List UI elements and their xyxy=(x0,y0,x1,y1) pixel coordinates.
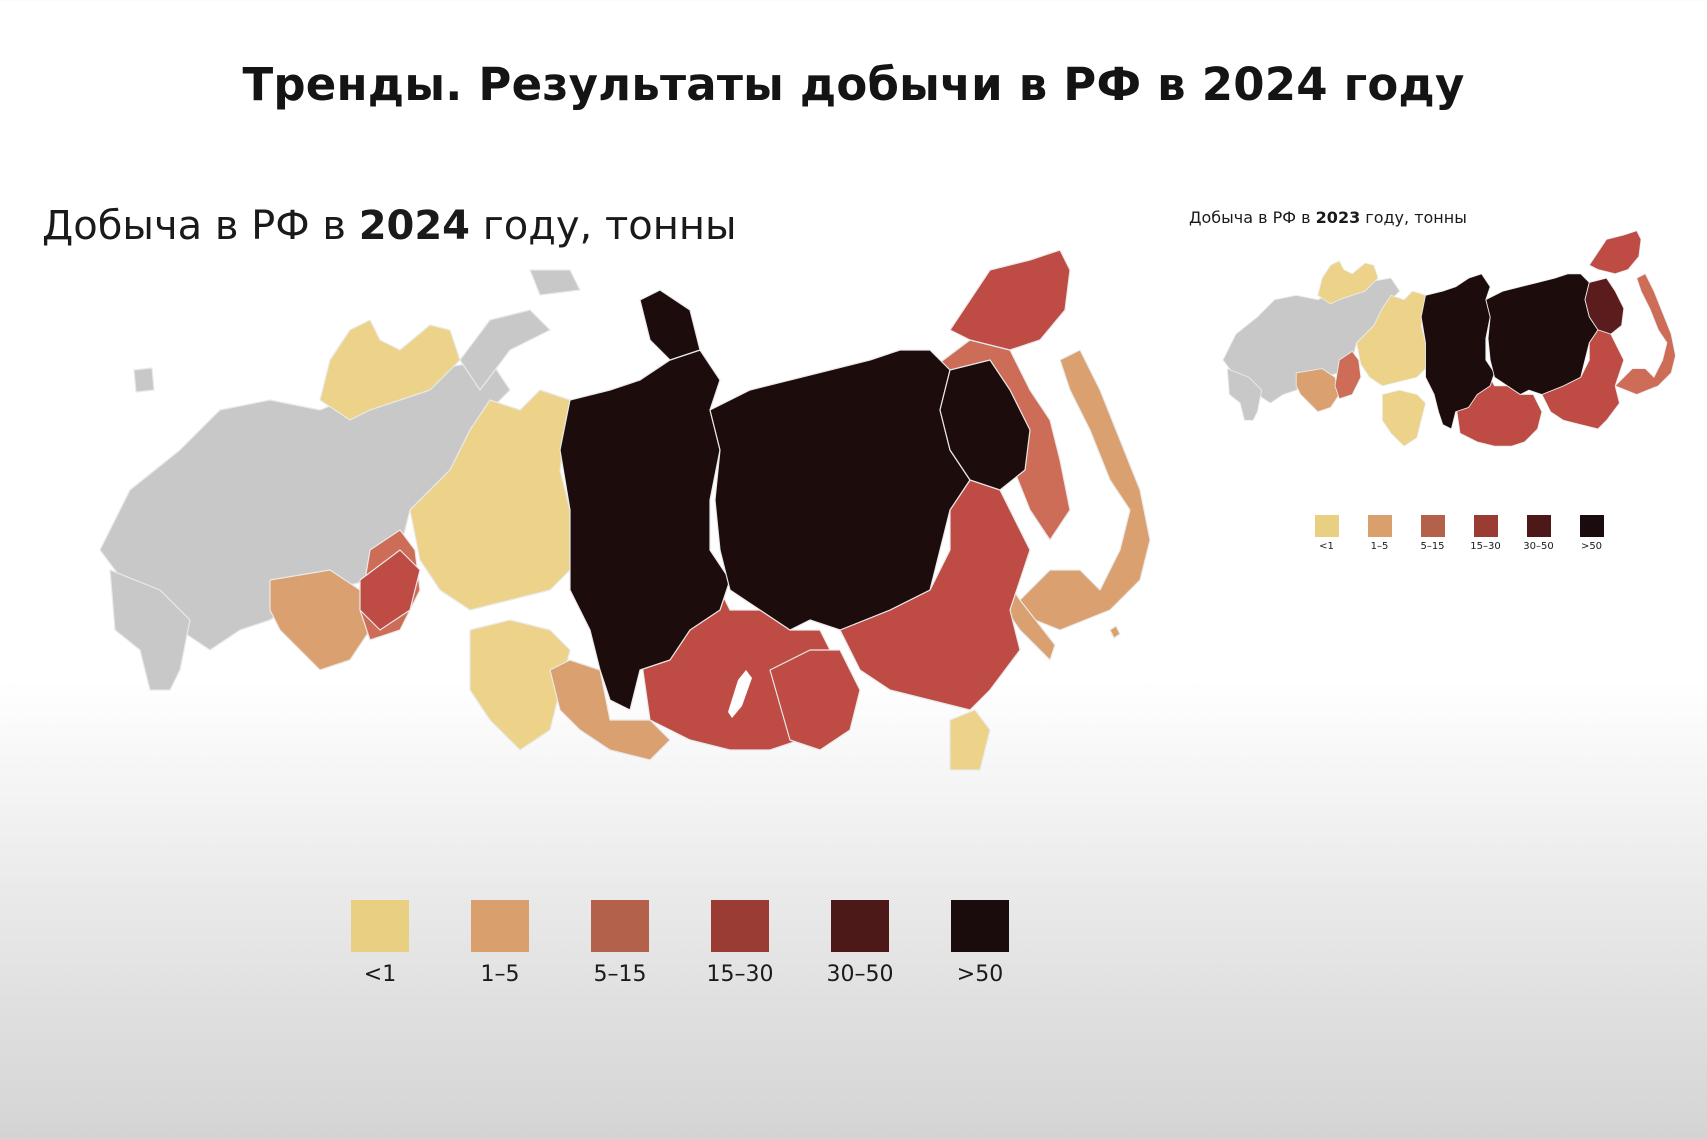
region-chukotka-15-30 xyxy=(949,250,1071,351)
region-krasnoyarsk-south-15-30 xyxy=(359,549,421,631)
main-legend-swatch xyxy=(471,900,529,952)
main-legend-swatch xyxy=(711,900,769,952)
main-legend-item: 15–30 xyxy=(680,900,800,987)
inset-region-yakutia-gt50 xyxy=(1485,273,1599,395)
inset-legend-swatch xyxy=(1420,515,1445,537)
region-yamal-khanty xyxy=(409,389,571,611)
inset-legend-item: >50 xyxy=(1565,515,1618,552)
inset-region-krasnoyarsk-gt50 xyxy=(1420,273,1495,430)
region-altai-1-5 xyxy=(549,659,671,761)
region-amur-khabarovsk-15-30 xyxy=(839,469,1031,711)
inset-legend-label: 30–50 xyxy=(1523,541,1554,552)
region-kamchatka-1-5 xyxy=(1009,349,1151,631)
russia-map-2023 xyxy=(1222,230,1676,447)
inset-region-south-west xyxy=(1226,368,1263,421)
region-south-west xyxy=(109,569,191,691)
lake-baikal xyxy=(728,670,752,718)
inset-region-north-lt1 xyxy=(1317,260,1379,305)
inset-legend-label: >50 xyxy=(1580,541,1603,552)
russia-map-2024 xyxy=(99,250,1151,771)
region-urals-1-5 xyxy=(269,569,371,671)
inset-legend-label: 15–30 xyxy=(1470,541,1501,552)
main-map-title-prefix: Добыча в РФ в xyxy=(42,203,359,249)
inset-legend-item: 15–30 xyxy=(1459,515,1512,552)
inset-legend-item: 5–15 xyxy=(1406,515,1459,552)
inset-legend-swatch xyxy=(1473,515,1498,537)
main-legend-swatch xyxy=(591,900,649,952)
main-legend-item: >50 xyxy=(920,900,1040,987)
inset-legend-label: <1 xyxy=(1319,541,1334,552)
inset-legend-swatch xyxy=(1314,515,1339,537)
main-legend-item: 5–15 xyxy=(560,900,680,987)
inset-region-urals-1-5 xyxy=(1295,368,1340,413)
inset-legend-swatch xyxy=(1367,515,1392,537)
region-south-siberia-lt1 xyxy=(469,619,571,751)
page-title: Тренды. Результаты добычи в РФ в 2024 го… xyxy=(242,58,1465,111)
inset-region-south-lt1 xyxy=(1381,389,1426,447)
region-novaya-zemlya xyxy=(459,309,551,391)
main-legend: <1 1–5 5–15 15–30 30–50 >50 xyxy=(320,900,1040,987)
inset-region-siberia-lt1 xyxy=(1356,290,1426,387)
main-map-title: Добыча в РФ в 2024 году, тонны xyxy=(42,203,737,249)
region-kuril-islands xyxy=(1109,625,1121,639)
main-legend-label: 5–15 xyxy=(593,962,647,987)
main-legend-swatch xyxy=(951,900,1009,952)
main-legend-item: 1–5 xyxy=(440,900,560,987)
inset-legend-item: <1 xyxy=(1300,515,1353,552)
inset-legend: <1 1–5 5–15 15–30 30–50 >50 xyxy=(1300,515,1618,552)
region-kaliningrad xyxy=(133,367,155,393)
region-yakutia-gt50 xyxy=(709,349,971,631)
inset-region-kamchatka-5-15 xyxy=(1614,273,1676,395)
main-map-title-year: 2024 xyxy=(358,203,471,249)
main-map-title-suffix: году, тонны xyxy=(470,203,737,249)
main-legend-label: 15–30 xyxy=(706,962,774,987)
region-taymyr-gt50 xyxy=(639,289,701,361)
inset-region-tyumen-5-15 xyxy=(1334,350,1362,400)
main-legend-item: 30–50 xyxy=(800,900,920,987)
main-legend-item: <1 xyxy=(320,900,440,987)
main-legend-swatch xyxy=(831,900,889,952)
main-legend-label: 30–50 xyxy=(826,962,894,987)
inset-map-title-prefix: Добыча в РФ в xyxy=(1189,208,1316,227)
main-legend-label: >50 xyxy=(956,962,1004,987)
region-murmansk-karelia xyxy=(319,319,461,421)
inset-legend-item: 1–5 xyxy=(1353,515,1406,552)
region-franz-josef xyxy=(529,269,581,296)
region-magadan-gt50 xyxy=(939,359,1031,491)
inset-region-magadan-30-50 xyxy=(1584,277,1625,335)
main-legend-swatch xyxy=(351,900,409,952)
inset-legend-swatch xyxy=(1526,515,1551,537)
inset-region-amur-15-30 xyxy=(1541,325,1625,430)
inset-legend-item: 30–50 xyxy=(1512,515,1565,552)
inset-map-title-suffix: году, тонны xyxy=(1360,208,1467,227)
region-far-east-south-lt1 xyxy=(949,709,991,771)
main-legend-label: 1–5 xyxy=(480,962,520,987)
inset-legend-swatch xyxy=(1579,515,1604,537)
inset-map-title: Добыча в РФ в 2023 году, тонны xyxy=(1189,208,1467,227)
inset-legend-label: 1–5 xyxy=(1370,541,1389,552)
inset-region-chukotka-15-30 xyxy=(1588,230,1642,275)
main-legend-label: <1 xyxy=(363,962,397,987)
region-buryatia-15-30 xyxy=(769,649,861,751)
inset-legend-label: 5–15 xyxy=(1420,541,1445,552)
inset-map-title-year: 2023 xyxy=(1315,208,1361,227)
